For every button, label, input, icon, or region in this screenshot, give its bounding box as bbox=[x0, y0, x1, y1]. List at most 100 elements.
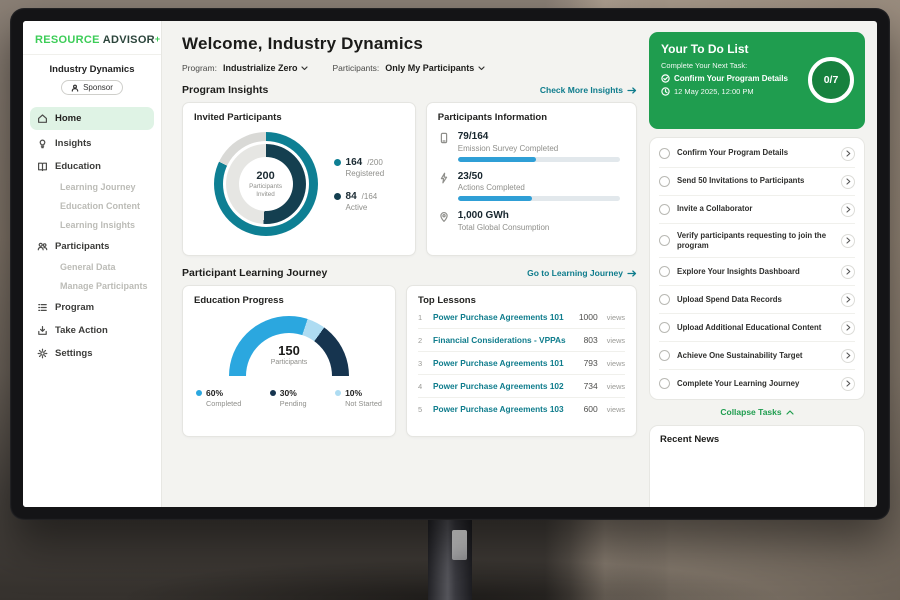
todo-progress-ring: 0/7 bbox=[808, 57, 854, 103]
task-label: Send 50 Invitations to Participants bbox=[677, 176, 805, 186]
checkbox-icon[interactable] bbox=[659, 350, 670, 362]
lightbulb-icon bbox=[37, 138, 48, 149]
lesson-views: 803 bbox=[583, 335, 598, 345]
sidebar-item-settings[interactable]: Settings bbox=[23, 342, 161, 365]
stat-emission-survey: 79/164 Emission Survey Completed bbox=[438, 131, 625, 162]
sidebar: RESOURCE ADVISOR+ Industry Dynamics Spon… bbox=[23, 21, 162, 507]
lesson-link[interactable]: Power Purchase Agreements 103 bbox=[433, 404, 564, 414]
lesson-views-word: views bbox=[606, 335, 625, 345]
sidebar-item-label: Take Action bbox=[55, 324, 108, 336]
gauge-center-value: 150 bbox=[278, 343, 300, 358]
checkbox-icon[interactable] bbox=[659, 294, 670, 306]
legend-label: Registered bbox=[345, 168, 385, 178]
checkbox-icon[interactable] bbox=[659, 148, 670, 159]
app-logo: RESOURCE ADVISOR+ bbox=[23, 31, 161, 55]
checkbox-icon[interactable] bbox=[659, 266, 670, 278]
legend-item-completed: 60% Completed bbox=[196, 388, 241, 408]
go-to-learning-journey-link[interactable]: Go to Learning Journey bbox=[527, 268, 637, 278]
checkbox-icon[interactable] bbox=[659, 378, 670, 390]
sidebar-item-learning-insights[interactable]: Learning Insights bbox=[60, 220, 136, 230]
checkbox-icon[interactable] bbox=[659, 176, 670, 187]
insights-cards-row: Invited Participants 200 Participants In… bbox=[182, 102, 637, 256]
todo-next-task: Confirm Your Program Details bbox=[674, 74, 788, 83]
logo-plus: + bbox=[154, 34, 161, 44]
program-insights-header: Program Insights Check More Insights bbox=[182, 84, 637, 96]
arrow-right-icon bbox=[627, 86, 637, 94]
todo-title: Your To Do List bbox=[661, 42, 749, 56]
chevron-right-icon[interactable] bbox=[841, 264, 855, 279]
legend-value: 84 bbox=[345, 190, 357, 202]
sidebar-item-education-content[interactable]: Education Content bbox=[60, 201, 140, 211]
legend-value: 60% bbox=[206, 388, 224, 398]
collapse-tasks-button[interactable]: Collapse Tasks bbox=[649, 407, 865, 417]
stat-global-consumption: 1,000 GWh Total Global Consumption bbox=[438, 210, 625, 232]
sidebar-item-program[interactable]: Program bbox=[23, 296, 161, 319]
lesson-row: 4 Power Purchase Agreements 102 734 view… bbox=[418, 375, 625, 398]
todo-panel: Your To Do List Complete Your Next Task:… bbox=[647, 21, 877, 507]
lesson-link[interactable]: Financial Considerations - VPPAs bbox=[433, 335, 566, 345]
program-filter[interactable]: Program: Industrialize Zero bbox=[182, 63, 309, 73]
check-more-insights-link[interactable]: Check More Insights bbox=[540, 85, 637, 95]
participants-filter[interactable]: Participants: Only My Participants bbox=[332, 63, 485, 73]
stat-label: Emission Survey Completed bbox=[457, 143, 559, 153]
todo-progress-value: 0/7 bbox=[823, 74, 839, 86]
task-row-confirm-program[interactable]: Confirm Your Program Details bbox=[659, 140, 855, 168]
lesson-rank: 3 bbox=[418, 358, 423, 368]
card-title: Education Progress bbox=[194, 295, 284, 306]
task-row-upload-spend-data[interactable]: Upload Spend Data Records bbox=[659, 286, 855, 315]
legend-label: Active bbox=[345, 202, 368, 212]
legend-item-pending: 30% Pending bbox=[269, 388, 307, 408]
sidebar-item-insights[interactable]: Insights bbox=[23, 132, 161, 155]
legend-item-active: 84 /164 Active bbox=[333, 190, 385, 212]
legend-total: /200 bbox=[367, 157, 383, 167]
task-label: Confirm Your Program Details bbox=[677, 148, 789, 158]
chevron-up-icon bbox=[786, 410, 794, 415]
task-row-achieve-target[interactable]: Achieve One Sustainability Target bbox=[659, 342, 855, 371]
lesson-rank: 4 bbox=[418, 381, 423, 391]
lesson-rank: 1 bbox=[418, 312, 423, 322]
sidebar-item-manage-participants[interactable]: Manage Participants bbox=[60, 281, 148, 291]
task-row-invite-collaborator[interactable]: Invite a Collaborator bbox=[659, 196, 855, 224]
todo-subtitle: Complete Your Next Task: bbox=[661, 61, 748, 70]
chevron-right-icon[interactable] bbox=[841, 146, 855, 161]
todo-task-list: Confirm Your Program Details Send 50 Inv… bbox=[649, 137, 865, 401]
lesson-link[interactable]: Power Purchase Agreements 102 bbox=[433, 381, 564, 391]
task-row-verify-participants[interactable]: Verify participants requesting to join t… bbox=[659, 224, 855, 259]
download-tray-icon bbox=[37, 325, 48, 336]
info-progress-fill bbox=[457, 156, 536, 162]
chevron-right-icon[interactable] bbox=[841, 320, 855, 335]
chevron-right-icon[interactable] bbox=[841, 348, 855, 363]
sidebar-item-label: Insights bbox=[55, 137, 92, 149]
lesson-views-word: views bbox=[606, 381, 625, 391]
sidebar-item-general-data[interactable]: General Data bbox=[60, 262, 116, 272]
sidebar-item-participants[interactable]: Participants bbox=[23, 235, 161, 258]
task-label: Complete Your Learning Journey bbox=[677, 378, 800, 388]
link-label: Check More Insights bbox=[539, 85, 623, 95]
sidebar-item-learning-journey[interactable]: Learning Journey bbox=[60, 182, 136, 192]
task-row-upload-educational-content[interactable]: Upload Additional Educational Content bbox=[659, 314, 855, 343]
task-row-send-invitations[interactable]: Send 50 Invitations to Participants bbox=[659, 168, 855, 196]
lesson-link[interactable]: Power Purchase Agreements 101 bbox=[433, 312, 564, 322]
info-progress-fill bbox=[457, 196, 533, 201]
chevron-right-icon[interactable] bbox=[841, 376, 855, 391]
checkbox-icon[interactable] bbox=[659, 322, 670, 334]
progress-bar bbox=[457, 196, 620, 201]
lesson-link[interactable]: Power Purchase Agreements 101 bbox=[433, 358, 564, 368]
chevron-right-icon[interactable] bbox=[841, 202, 855, 217]
education-legend-dot bbox=[335, 390, 342, 396]
checkbox-icon[interactable] bbox=[659, 235, 670, 247]
chevron-right-icon[interactable] bbox=[841, 292, 855, 307]
legend-value: 30% bbox=[279, 388, 297, 398]
task-row-explore-insights[interactable]: Explore Your Insights Dashboard bbox=[659, 258, 855, 287]
lesson-row: 2 Financial Considerations - VPPAs 803 v… bbox=[418, 329, 625, 352]
legend-value: 10% bbox=[345, 388, 363, 398]
task-row-complete-learning-journey[interactable]: Complete Your Learning Journey bbox=[659, 370, 855, 397]
chevron-right-icon[interactable] bbox=[841, 233, 855, 248]
sidebar-item-home[interactable]: Home bbox=[30, 106, 154, 130]
sidebar-item-take-action[interactable]: Take Action bbox=[23, 319, 161, 342]
sidebar-item-education[interactable]: Education bbox=[23, 155, 161, 178]
invited-legend-dot bbox=[333, 192, 341, 200]
checkbox-icon[interactable] bbox=[659, 204, 670, 215]
chevron-right-icon[interactable] bbox=[841, 174, 855, 189]
